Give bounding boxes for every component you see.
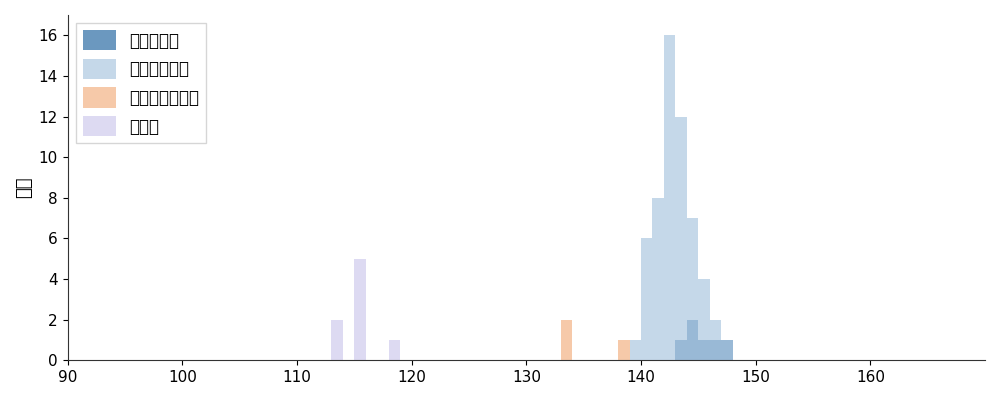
Bar [389, 340, 400, 360]
Bar [630, 340, 641, 360]
Bar [331, 320, 343, 360]
Bar [641, 238, 652, 360]
Bar [687, 218, 698, 360]
Bar [721, 340, 733, 360]
Bar [687, 320, 698, 360]
Bar [698, 279, 710, 360]
Legend: ストレート, カットボール, チェンジアップ, カーブ: ストレート, カットボール, チェンジアップ, カーブ [76, 23, 206, 143]
Bar [710, 340, 721, 360]
Y-axis label: 球数: 球数 [15, 177, 33, 198]
Bar [721, 340, 733, 360]
Bar [561, 320, 572, 360]
Bar [354, 259, 366, 360]
Bar [675, 116, 687, 360]
Bar [698, 340, 710, 360]
Bar [675, 340, 687, 360]
Bar [618, 340, 630, 360]
Bar [652, 198, 664, 360]
Bar [664, 35, 675, 360]
Bar [710, 320, 721, 360]
